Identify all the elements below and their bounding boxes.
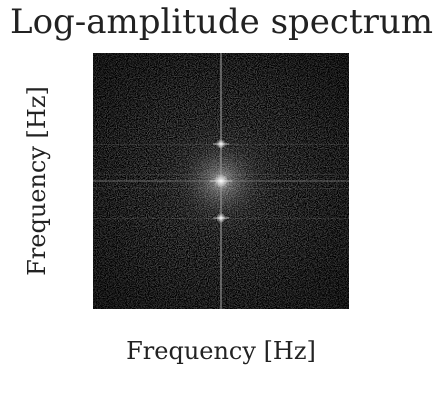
y-axis-label: Frequency [Hz] — [23, 86, 51, 276]
horizontal-band — [93, 188, 349, 189]
lower-peak-flare — [213, 217, 229, 219]
chart-title: Log-amplitude spectrum — [9, 2, 433, 42]
spectrum-plot-area — [93, 53, 349, 309]
spectrum-peaks — [209, 139, 233, 223]
upper-peak-flare — [213, 143, 229, 145]
dc-peak-flare — [209, 180, 233, 182]
x-axis-label: Frequency [Hz] — [126, 337, 316, 365]
spectrum-heatmap — [93, 53, 349, 309]
